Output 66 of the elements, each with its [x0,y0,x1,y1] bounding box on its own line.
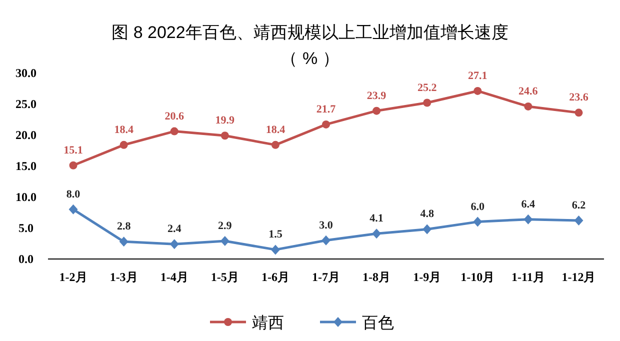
point [422,224,432,234]
point [473,216,482,227]
data-label: 23.9 [366,90,387,102]
point [372,106,381,115]
data-label: 8.0 [66,188,81,200]
data-label: 19.9 [215,114,236,127]
x-tick-label: 1-7月 [312,270,340,284]
x-tick-label: 1-2月 [59,270,88,284]
point [322,235,330,246]
data-label: 2.9 [218,220,232,232]
x-tick-label: 1-6月 [261,270,290,284]
x-tick-label: 1-11月 [512,270,545,284]
point [68,204,78,214]
data-label: 4.8 [420,208,434,220]
point [474,86,482,95]
point [170,127,178,136]
point [574,108,583,117]
point [270,244,280,255]
point [271,140,280,149]
y-tick-label: 10.0 [16,190,36,204]
point [372,228,382,239]
data-label: 3.0 [319,219,334,232]
x-tick-label: 1-12月 [562,270,596,284]
point [322,120,330,128]
x-tick-label: 1-10月 [460,270,495,284]
point [69,161,78,170]
data-label: 15.1 [64,144,83,156]
x-tick-label: 1-4月 [160,270,188,284]
data-label: 2.4 [167,223,182,236]
chart-subtitle: （ % ） [280,49,340,68]
data-label: 21.7 [316,103,336,116]
y-tick-label: 25.0 [16,97,36,111]
y-tick-label: 20.0 [16,128,36,142]
data-label: 20.6 [164,110,184,122]
data-label: 6.2 [572,200,586,212]
y-tick-label: 15.0 [16,159,36,173]
x-tick-label: 1-3月 [110,270,138,284]
point [220,236,230,246]
data-label: 1.5 [268,228,283,241]
point [220,132,229,140]
data-label: 6.4 [521,198,536,210]
chart-title: 图 8 2022年百色、靖西规模以上工业增加值增长速度 [112,23,508,42]
data-label: 18.4 [114,124,134,136]
data-label: 23.6 [569,92,589,104]
data-label: 24.6 [518,85,538,98]
x-tick-label: 1-9月 [413,270,442,284]
x-tick-label: 1-8月 [362,270,391,284]
data-label: 4.1 [370,212,384,225]
point [120,140,128,149]
y-tick-label: 0.0 [18,252,34,266]
legend-label: 百色 [362,315,394,332]
data-label: 18.4 [266,124,286,136]
data-label: 27.1 [468,70,488,82]
legend-label: 靖西 [252,314,284,332]
y-tick-label: 5.0 [18,221,34,235]
point [574,216,584,226]
point [170,239,179,250]
point [119,236,128,247]
data-label: 25.2 [417,82,438,94]
data-label: 2.8 [116,220,132,233]
point [423,98,432,107]
point [524,102,532,110]
y-tick-label: 30.0 [16,66,36,80]
point [524,214,533,224]
x-tick-label: 1-5月 [210,270,239,284]
data-label: 6.0 [470,200,486,213]
